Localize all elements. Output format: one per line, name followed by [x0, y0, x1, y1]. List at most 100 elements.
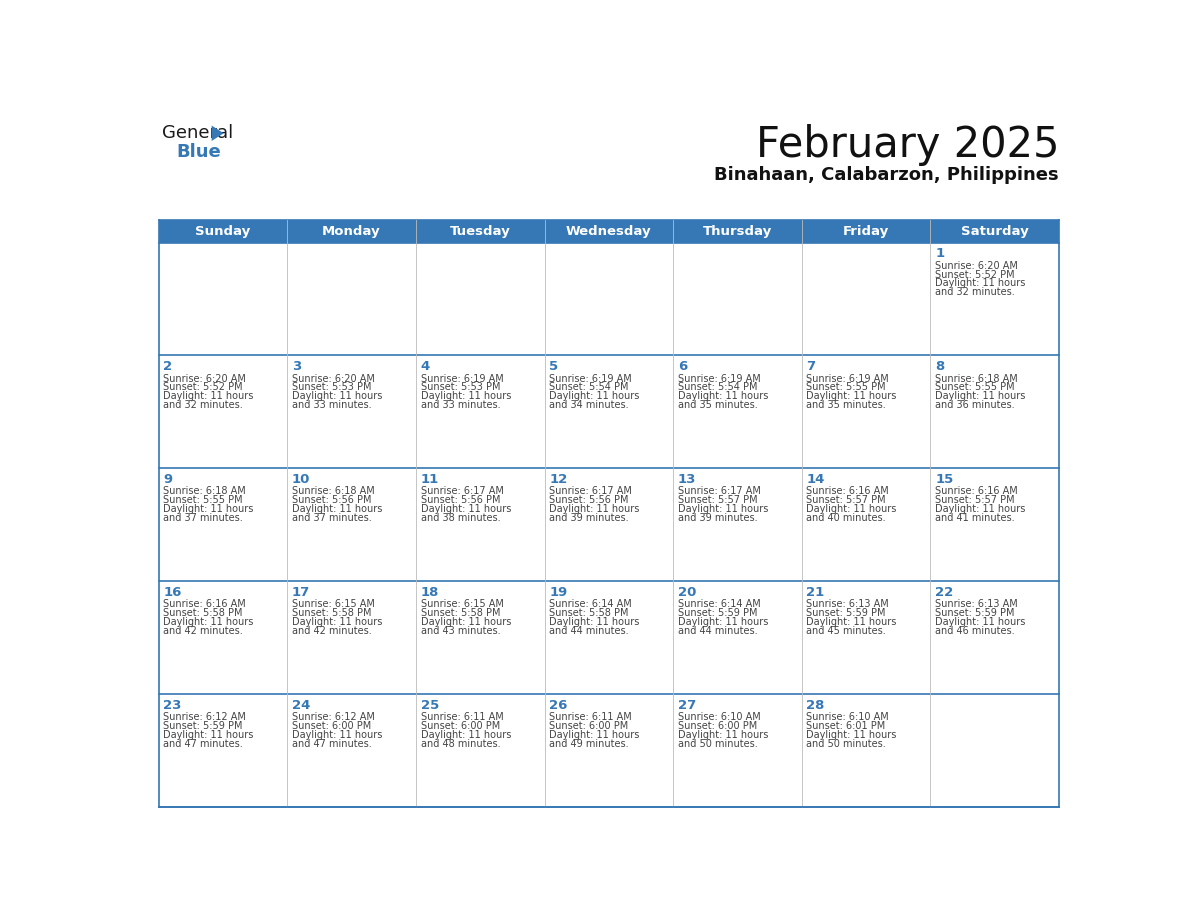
Text: Sunset: 5:55 PM: Sunset: 5:55 PM: [163, 496, 242, 505]
Text: Sunrise: 6:11 AM: Sunrise: 6:11 AM: [549, 712, 632, 722]
Text: 11: 11: [421, 473, 438, 486]
Text: Sunset: 5:56 PM: Sunset: 5:56 PM: [549, 496, 628, 505]
Text: Sunrise: 6:16 AM: Sunrise: 6:16 AM: [163, 599, 246, 610]
Text: 2: 2: [163, 360, 172, 373]
Bar: [287, 355, 416, 468]
Text: 21: 21: [807, 586, 824, 599]
Text: Sunrise: 6:14 AM: Sunrise: 6:14 AM: [549, 599, 632, 610]
Bar: [287, 242, 416, 355]
Text: Sunset: 5:59 PM: Sunset: 5:59 PM: [678, 609, 757, 618]
Bar: [802, 468, 930, 581]
Text: Blue: Blue: [176, 143, 221, 161]
Text: Sunrise: 6:15 AM: Sunrise: 6:15 AM: [292, 599, 374, 610]
Text: Sunrise: 6:16 AM: Sunrise: 6:16 AM: [935, 487, 1018, 497]
Text: Tuesday: Tuesday: [450, 225, 511, 238]
Bar: [674, 355, 802, 468]
Text: Sunrise: 6:19 AM: Sunrise: 6:19 AM: [421, 374, 504, 384]
Text: 24: 24: [292, 699, 310, 711]
Text: and 49 minutes.: and 49 minutes.: [549, 739, 628, 749]
Text: Daylight: 11 hours: Daylight: 11 hours: [292, 504, 383, 514]
Text: Sunset: 5:52 PM: Sunset: 5:52 PM: [163, 383, 242, 392]
Bar: [158, 581, 287, 694]
Text: Sunset: 6:00 PM: Sunset: 6:00 PM: [292, 721, 371, 731]
Bar: [158, 355, 287, 468]
Text: 1: 1: [935, 247, 944, 260]
Text: Sunset: 5:55 PM: Sunset: 5:55 PM: [807, 383, 886, 392]
Bar: [802, 219, 930, 242]
Text: Sunrise: 6:18 AM: Sunrise: 6:18 AM: [292, 487, 374, 497]
Bar: [287, 694, 416, 807]
Text: Daylight: 11 hours: Daylight: 11 hours: [935, 278, 1025, 288]
Text: 18: 18: [421, 586, 438, 599]
Text: Sunrise: 6:17 AM: Sunrise: 6:17 AM: [678, 487, 760, 497]
Text: 22: 22: [935, 586, 954, 599]
Text: Sunset: 5:56 PM: Sunset: 5:56 PM: [292, 496, 372, 505]
Text: Sunrise: 6:12 AM: Sunrise: 6:12 AM: [292, 712, 374, 722]
Bar: [416, 242, 544, 355]
Text: Daylight: 11 hours: Daylight: 11 hours: [935, 391, 1025, 401]
Text: and 44 minutes.: and 44 minutes.: [678, 626, 758, 636]
Bar: [544, 468, 674, 581]
Text: 27: 27: [678, 699, 696, 711]
Text: and 32 minutes.: and 32 minutes.: [935, 287, 1015, 297]
Bar: [802, 242, 930, 355]
Text: Sunset: 5:54 PM: Sunset: 5:54 PM: [678, 383, 757, 392]
Text: Sunset: 6:00 PM: Sunset: 6:00 PM: [421, 721, 500, 731]
Text: Sunset: 5:54 PM: Sunset: 5:54 PM: [549, 383, 628, 392]
Bar: [416, 219, 544, 242]
Bar: [930, 355, 1060, 468]
Text: and 34 minutes.: and 34 minutes.: [549, 400, 628, 410]
Text: 9: 9: [163, 473, 172, 486]
Text: 23: 23: [163, 699, 182, 711]
Text: Sunrise: 6:19 AM: Sunrise: 6:19 AM: [807, 374, 890, 384]
Text: and 35 minutes.: and 35 minutes.: [807, 400, 886, 410]
Text: Sunrise: 6:10 AM: Sunrise: 6:10 AM: [678, 712, 760, 722]
Text: and 41 minutes.: and 41 minutes.: [935, 513, 1015, 523]
Text: Thursday: Thursday: [703, 225, 772, 238]
Text: Sunset: 5:57 PM: Sunset: 5:57 PM: [678, 496, 758, 505]
Bar: [544, 355, 674, 468]
Text: Daylight: 11 hours: Daylight: 11 hours: [935, 504, 1025, 514]
Text: Saturday: Saturday: [961, 225, 1029, 238]
Text: Daylight: 11 hours: Daylight: 11 hours: [807, 730, 897, 740]
Text: Sunrise: 6:11 AM: Sunrise: 6:11 AM: [421, 712, 504, 722]
Text: and 39 minutes.: and 39 minutes.: [678, 513, 758, 523]
Bar: [930, 242, 1060, 355]
Text: General: General: [163, 124, 234, 142]
Text: and 42 minutes.: and 42 minutes.: [163, 626, 244, 636]
Bar: [802, 355, 930, 468]
Polygon shape: [211, 126, 223, 141]
Text: Monday: Monday: [322, 225, 381, 238]
Text: and 42 minutes.: and 42 minutes.: [292, 626, 372, 636]
Text: Sunrise: 6:15 AM: Sunrise: 6:15 AM: [421, 599, 504, 610]
Text: Daylight: 11 hours: Daylight: 11 hours: [421, 730, 511, 740]
Text: and 37 minutes.: and 37 minutes.: [292, 513, 372, 523]
Text: and 50 minutes.: and 50 minutes.: [678, 739, 758, 749]
Text: Daylight: 11 hours: Daylight: 11 hours: [421, 617, 511, 627]
Text: 3: 3: [292, 360, 301, 373]
Text: Sunrise: 6:20 AM: Sunrise: 6:20 AM: [292, 374, 374, 384]
Text: Daylight: 11 hours: Daylight: 11 hours: [549, 730, 639, 740]
Text: Daylight: 11 hours: Daylight: 11 hours: [935, 617, 1025, 627]
Bar: [930, 468, 1060, 581]
Text: Daylight: 11 hours: Daylight: 11 hours: [678, 617, 769, 627]
Text: and 50 minutes.: and 50 minutes.: [807, 739, 886, 749]
Text: 12: 12: [549, 473, 568, 486]
Text: and 46 minutes.: and 46 minutes.: [935, 626, 1015, 636]
Text: Daylight: 11 hours: Daylight: 11 hours: [807, 617, 897, 627]
Bar: [674, 242, 802, 355]
Text: Sunset: 5:58 PM: Sunset: 5:58 PM: [163, 609, 242, 618]
Text: Sunrise: 6:12 AM: Sunrise: 6:12 AM: [163, 712, 246, 722]
Bar: [544, 581, 674, 694]
Bar: [158, 468, 287, 581]
Text: and 38 minutes.: and 38 minutes.: [421, 513, 500, 523]
Text: Sunrise: 6:10 AM: Sunrise: 6:10 AM: [807, 712, 890, 722]
Bar: [930, 219, 1060, 242]
Text: Sunset: 5:57 PM: Sunset: 5:57 PM: [807, 496, 886, 505]
Text: and 40 minutes.: and 40 minutes.: [807, 513, 886, 523]
Text: Sunrise: 6:17 AM: Sunrise: 6:17 AM: [421, 487, 504, 497]
Text: Sunset: 5:52 PM: Sunset: 5:52 PM: [935, 270, 1015, 280]
Text: Daylight: 11 hours: Daylight: 11 hours: [807, 391, 897, 401]
Text: Sunset: 5:55 PM: Sunset: 5:55 PM: [935, 383, 1015, 392]
Text: Binahaan, Calabarzon, Philippines: Binahaan, Calabarzon, Philippines: [714, 166, 1060, 185]
